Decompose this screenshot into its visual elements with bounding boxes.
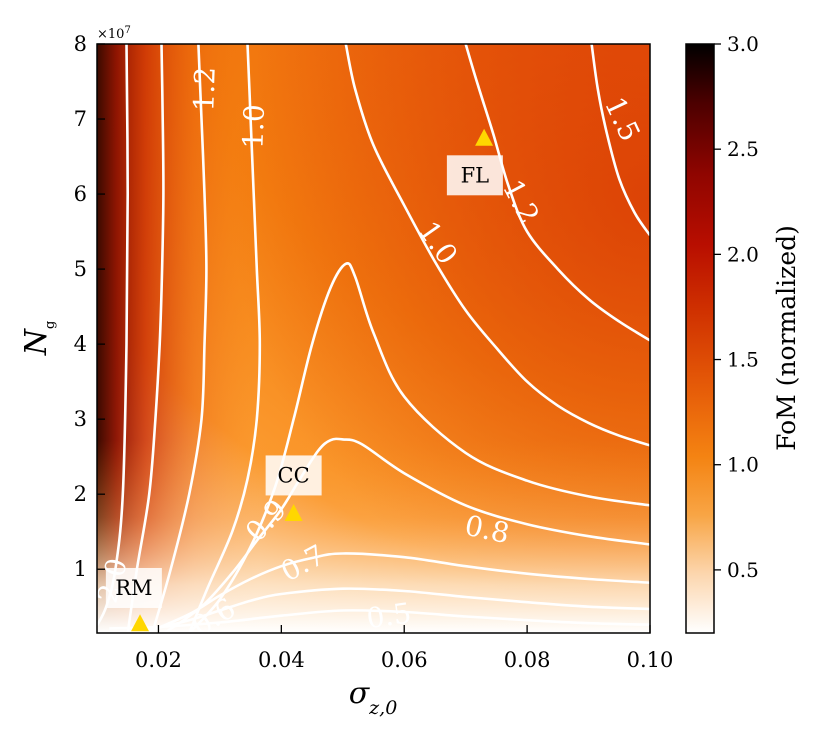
y-tick-label: 6 bbox=[74, 182, 87, 206]
marker-cc bbox=[284, 503, 303, 521]
contour-line-1.2-7 bbox=[151, 44, 208, 633]
contour-line-1.2-8 bbox=[464, 44, 650, 342]
x-axis-label: σz,0 bbox=[349, 676, 398, 719]
contour-line-0.9-4 bbox=[188, 262, 650, 633]
x-tick-label: 0.02 bbox=[135, 648, 182, 672]
annotation-label-fl: FL bbox=[461, 163, 490, 187]
colorbar-tick-label: 0.5 bbox=[727, 558, 759, 582]
contour-line-1.5-10 bbox=[590, 44, 650, 237]
x-tick-label: 0.08 bbox=[504, 648, 551, 672]
y-axis-label: Ng bbox=[19, 321, 58, 357]
contour-line-0.5-0 bbox=[109, 609, 650, 630]
y-tick-label: 2 bbox=[74, 482, 87, 506]
annotation-label-cc: CC bbox=[278, 463, 310, 487]
x-tick-label: 0.04 bbox=[258, 648, 305, 672]
contour-line-0.8-3 bbox=[163, 437, 650, 633]
annotation-box-rm bbox=[105, 567, 162, 608]
contour-line-1.0-6 bbox=[344, 44, 650, 447]
colorbar-tick-label: 2.0 bbox=[727, 242, 759, 266]
annotation-box-cc bbox=[265, 455, 322, 496]
annotation-label-rm: RM bbox=[115, 576, 152, 600]
contour-line-1.5-9 bbox=[126, 44, 165, 633]
colorbar-ticks: 0.5 1.0 1.5 2.0 2.5 3.0 bbox=[714, 32, 759, 582]
annotation-box-fl bbox=[446, 155, 503, 196]
y-tick-label: 4 bbox=[74, 332, 87, 356]
x-axis-ticks: 0.02 0.04 0.06 0.08 0.10 bbox=[135, 625, 673, 672]
marker-rm bbox=[131, 614, 150, 632]
colorbar-tick-label: 1.0 bbox=[727, 453, 759, 477]
contour-label-0.5-0: 0.5 bbox=[365, 596, 414, 635]
colorbar-tick-label: 3.0 bbox=[727, 32, 759, 56]
heatmap-bottom-shade bbox=[97, 44, 650, 633]
y-tick-label: 8 bbox=[74, 32, 87, 56]
contour-label-1.0-5: 1.0 bbox=[236, 104, 271, 150]
contour-line-1.0-5 bbox=[187, 44, 262, 633]
colorbar: 0.5 1.0 1.5 2.0 2.5 3.0 FoM (normalized) bbox=[685, 32, 801, 634]
y-tick-label: 1 bbox=[74, 557, 87, 581]
x-tick-label: 0.10 bbox=[627, 648, 674, 672]
y-tick-label: 7 bbox=[74, 107, 87, 131]
colorbar-tick-label: 1.5 bbox=[727, 348, 759, 372]
colorbar-label: FoM (normalized) bbox=[772, 225, 801, 451]
contour-line-0.7-2 bbox=[145, 552, 650, 633]
contour-line-0.6-1 bbox=[127, 587, 650, 633]
contour-labels: 0.50.60.70.80.91.01.01.21.21.52.0 bbox=[97, 66, 647, 635]
y-tick-label: 3 bbox=[74, 407, 87, 431]
x-tick-label: 0.06 bbox=[381, 648, 428, 672]
marker-fl bbox=[475, 128, 494, 146]
contour-label-1.2-7: 1.2 bbox=[187, 66, 222, 112]
colorbar-gradient bbox=[685, 43, 715, 634]
y-tick-label: 5 bbox=[74, 257, 87, 281]
colorbar-tick-label: 2.5 bbox=[727, 137, 759, 161]
y-axis-ticks: 1 2 3 4 5 6 7 8 bbox=[74, 32, 105, 581]
y-scale-label: ×107 bbox=[97, 25, 131, 43]
annotations: RM CC FL bbox=[105, 128, 503, 632]
contour-lines bbox=[97, 44, 650, 633]
plot-frame bbox=[96, 43, 651, 634]
